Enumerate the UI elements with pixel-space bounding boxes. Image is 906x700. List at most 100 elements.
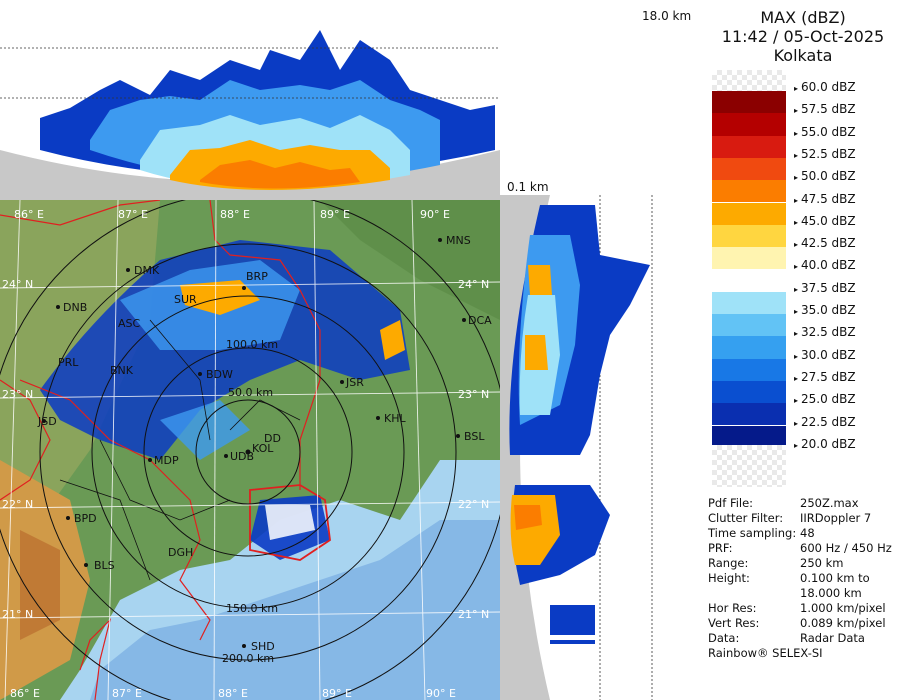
city-label-dmk: DMK — [134, 264, 160, 277]
graticule — [0, 200, 500, 700]
scale-label-text: 35.0 dBZ — [801, 303, 856, 317]
scale-label-text: 37.5 dBZ — [801, 280, 856, 295]
lat-label-right-21: 21° N — [458, 608, 489, 621]
scale-label: ▸ 27.5 dBZ — [794, 370, 856, 384]
city-markers — [42, 238, 466, 648]
scale-swatch — [712, 380, 786, 404]
scale-swatch — [712, 224, 786, 248]
scale-tick-icon: ▸ — [794, 195, 799, 205]
scale-label: ▸ 32.5 dBZ — [794, 325, 856, 339]
scale-tick-icon: ▸ — [794, 150, 799, 160]
city-label-kol: KOL — [252, 442, 274, 455]
city-label-dgh: DGH — [168, 546, 193, 559]
city-label-brp: BRP — [246, 270, 268, 283]
city-label-sur: SUR — [174, 293, 197, 306]
product-name: MAX (dBZ) — [760, 8, 846, 27]
metadata-row: Hor Res: 1.000 km/pixel — [708, 601, 886, 615]
scale-label-text: 52.5 dBZ — [801, 146, 856, 161]
metadata-value: 18.000 km — [800, 586, 862, 600]
lon-label-top-89: 89° E — [320, 208, 350, 221]
scale-label: ▸ 25.0 dBZ — [794, 392, 856, 406]
city-label-prl: PRL — [58, 356, 79, 369]
scale-tick-icon: ▸ — [794, 240, 799, 250]
lon-label-bottom-90: 90° E — [426, 687, 456, 700]
metadata-value: 250Z.max — [800, 496, 859, 510]
borders — [0, 200, 321, 700]
side-height-profile — [500, 195, 700, 700]
city-label-bsl: BSL — [464, 430, 485, 443]
lon-label-top-88: 88° E — [220, 208, 250, 221]
scale-label-text: 25.0 dBZ — [801, 392, 856, 407]
lat-label-right-22: 22° N — [458, 498, 489, 511]
metadata-key: Pdf File: — [708, 496, 754, 510]
scale-label-text: 40.0 dBZ — [801, 258, 856, 273]
scale-swatch — [712, 180, 786, 203]
lat-label-left-24: 24° N — [2, 278, 33, 291]
scale-label: ▸ 22.5 dBZ — [794, 415, 856, 429]
lat-label-left-23: 23° N — [2, 388, 33, 401]
lon-label-bottom-86: 86° E — [10, 687, 40, 700]
city-label-shd: SHD — [251, 640, 275, 653]
metadata-key: Hor Res: — [708, 601, 757, 615]
scale-swatch — [712, 336, 786, 359]
lon-label-bottom-88: 88° E — [218, 687, 248, 700]
metadata-row: Height: 0.100 km to — [708, 571, 870, 585]
city-label-mns: MNS — [446, 234, 471, 247]
city-label-khl: KHL — [384, 412, 406, 425]
scale-label-text: 32.5 dBZ — [801, 325, 856, 340]
scale-tick-icon: ▸ — [794, 329, 799, 339]
city-label-bls: BLS — [94, 559, 115, 572]
scale-label: ▸ 52.5 dBZ — [794, 147, 856, 161]
metadata-key: Clutter Filter: — [708, 511, 784, 525]
scale-label-text: 47.5 dBZ — [801, 191, 856, 206]
metadata-value: IIRDoppler 7 — [800, 511, 872, 525]
lon-label-top-90: 90° E — [420, 208, 450, 221]
city-label-bnk: BNK — [110, 364, 134, 377]
metadata-row: Clutter Filter: IIRDoppler 7 — [708, 511, 871, 525]
metadata-value: 0.089 km/pixel — [800, 616, 886, 630]
lon-label-bottom-89: 89° E — [322, 687, 352, 700]
metadata-key: Height: — [708, 571, 750, 585]
metadata-value: 48 — [800, 526, 815, 540]
radar-station: Kolkata — [773, 46, 833, 65]
lon-label-top-87: 87° E — [118, 208, 148, 221]
scale-swatch — [712, 157, 786, 181]
range-ring-label-150: 150.0 km — [226, 602, 278, 615]
range-ring-label-100: 100.0 km — [226, 338, 278, 351]
product-datetime: 11:42 / 05-Oct-2025 — [721, 27, 885, 46]
scale-swatch — [712, 247, 786, 270]
scale-tick-icon: ▸ — [794, 396, 799, 406]
scale-label: ▸ 47.5 dBZ — [794, 192, 856, 206]
city-label-dd: DD — [264, 432, 281, 445]
city-label-dnb: DNB — [63, 301, 87, 314]
scale-label-text: 20.0 dBZ — [801, 436, 856, 451]
scale-swatch — [712, 91, 786, 114]
scale-label: ▸ 50.0 dBZ — [794, 169, 856, 183]
scale-label: ▸ 55.0 dBZ — [794, 125, 856, 139]
product-title-block: MAX (dBZ) 11:42 / 05-Oct-2025 Kolkata — [700, 8, 906, 65]
city-label-bpd: BPD — [74, 512, 97, 525]
scale-tick-icon: ▸ — [794, 307, 799, 316]
city-label-bdw: BDW — [206, 368, 233, 381]
scale-label-text: 45.0 dBZ — [801, 213, 856, 228]
metadata-key: PRF: — [708, 541, 733, 555]
scale-tick-icon: ▸ — [794, 173, 799, 183]
lat-label-left-21: 21° N — [2, 608, 33, 621]
software-credit: Rainbow® SELEX-SI — [708, 646, 823, 660]
metadata-value: 600 Hz / 450 Hz — [800, 541, 892, 555]
scale-swatch — [712, 291, 786, 314]
metadata-row: Data: Radar Data — [708, 631, 865, 645]
city-label-mdp: MDP — [154, 454, 179, 467]
scale-label-text: 55.0 dBZ — [801, 124, 856, 139]
metadata-value: 1.000 km/pixel — [800, 601, 886, 615]
city-label-asc: ASC — [118, 317, 141, 330]
lon-label-bottom-87: 87° E — [112, 687, 142, 700]
radar-site-marker — [245, 449, 251, 455]
scale-label: ▸ 40.0 dBZ — [794, 258, 856, 272]
scale-tick-icon: ▸ — [794, 106, 799, 116]
metadata-row: Vert Res: 0.089 km/pixel — [708, 616, 886, 630]
scale-label: ▸ 60.0 dBZ — [794, 80, 856, 94]
city-label-jsd: JSD — [37, 415, 57, 428]
metadata-value: 0.100 km to — [800, 571, 870, 585]
metadata-value: Radar Data — [800, 631, 865, 645]
